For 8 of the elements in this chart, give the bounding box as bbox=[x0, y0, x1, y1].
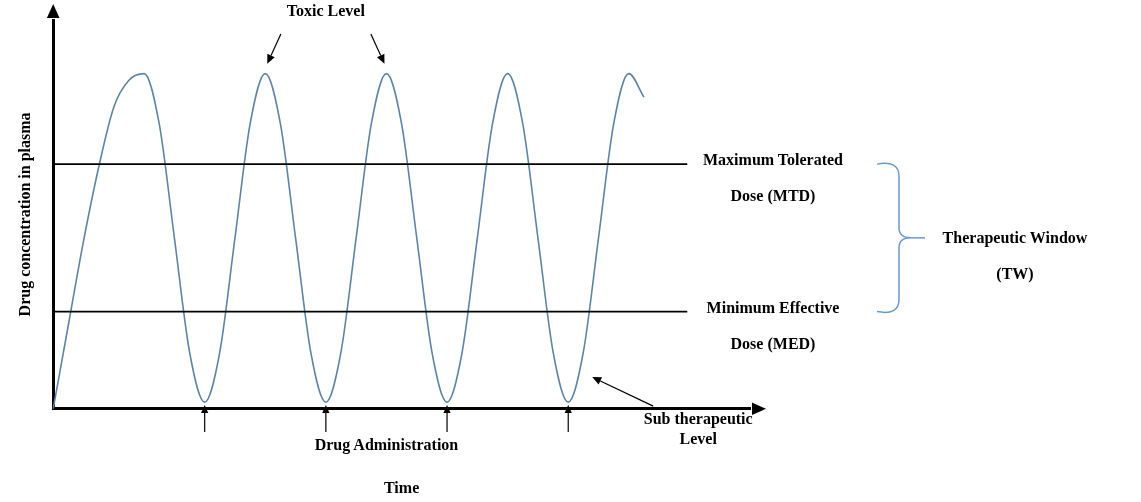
ref-line-label: Maximum Tolerated Dose (MTD) bbox=[703, 151, 844, 206]
text: Drug Administration bbox=[314, 436, 459, 455]
text: Therapeutic Window (TW) bbox=[942, 228, 1088, 283]
text: Sub therapeutic Level bbox=[643, 410, 753, 448]
ref-line-label: Minimum Effective Dose (MED) bbox=[706, 298, 840, 353]
y-axis-title: Drug concentration in plasma bbox=[15, 112, 34, 317]
text: Toxic Level bbox=[286, 2, 366, 19]
x-axis-title: Time bbox=[383, 478, 420, 496]
